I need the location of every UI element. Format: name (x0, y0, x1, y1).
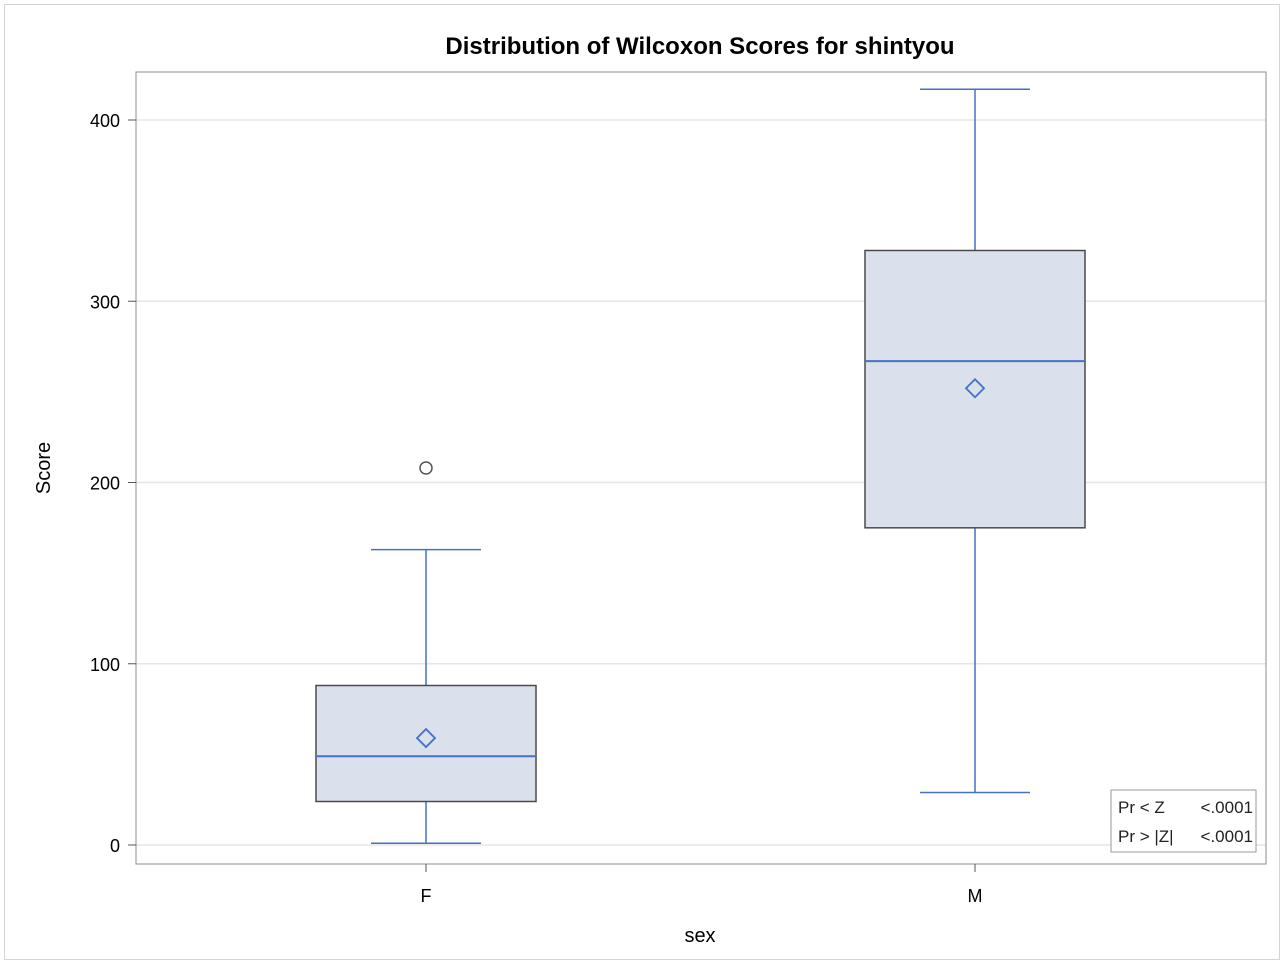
box-series (315, 88, 1086, 844)
inset-label: Pr > |Z| (1118, 827, 1174, 846)
y-tick-label: 400 (90, 111, 120, 131)
chart-title: Distribution of Wilcoxon Scores for shin… (445, 33, 954, 60)
iqr-box (315, 684, 537, 803)
mean-marker (964, 377, 986, 399)
inset-label: Pr < Z (1118, 798, 1165, 817)
x-tick-label: F (421, 886, 432, 906)
y-tick-label: 0 (110, 836, 120, 856)
box-f (315, 461, 537, 844)
plot-area (135, 71, 1267, 865)
x-tick-label: M (968, 886, 983, 906)
x-axis-label: sex (684, 925, 715, 947)
mean-marker (415, 727, 437, 749)
iqr-box (864, 249, 1086, 529)
inset-value: <.0001 (1201, 827, 1253, 846)
y-tick-label: 100 (90, 655, 120, 675)
y-axis-label: Score (33, 442, 55, 494)
y-tick-label: 200 (90, 474, 120, 494)
y-tick-label: 300 (90, 292, 120, 312)
outlier-point (419, 461, 433, 475)
y-axis: 0 100 200 300 400 (90, 111, 136, 856)
inset-box (1110, 789, 1257, 853)
inset-value: <.0001 (1201, 798, 1253, 817)
stats-inset: Pr < Z <.0001 Pr > |Z| <.0001 (1110, 789, 1257, 853)
box-m (864, 88, 1086, 794)
grid-lines (136, 119, 1266, 846)
